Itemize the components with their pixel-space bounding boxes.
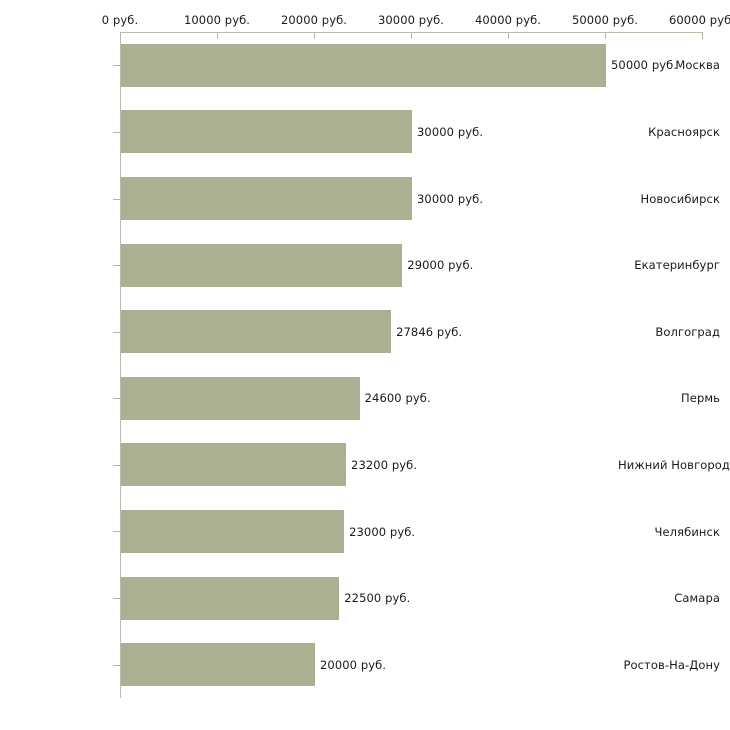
- y-axis-category-label: Красноярск: [648, 124, 720, 139]
- y-axis-category-label: Ростов-На-Дону: [623, 657, 720, 672]
- bar[interactable]: [121, 110, 412, 154]
- bar[interactable]: [121, 243, 403, 287]
- bar[interactable]: [121, 310, 392, 354]
- bar[interactable]: [121, 376, 360, 420]
- x-axis-tick-label: 10000 руб.: [183, 13, 251, 27]
- y-axis-tick: [113, 465, 120, 466]
- x-axis-tick-label: 40000 руб.: [474, 13, 542, 27]
- y-axis-tick: [113, 65, 120, 66]
- bar-value-label: 50000 руб.: [611, 58, 678, 73]
- y-axis-tick: [113, 531, 120, 532]
- bar[interactable]: [121, 510, 345, 553]
- y-axis-tick: [113, 398, 120, 399]
- bar-value-label: 24600 руб.: [364, 391, 431, 406]
- y-axis-tick: [113, 199, 120, 200]
- y-axis-tick: [113, 132, 120, 133]
- y-axis-category-label: Пермь: [681, 391, 720, 406]
- bar[interactable]: [121, 177, 412, 220]
- bar[interactable]: [121, 643, 315, 687]
- bar-value-label: 23000 руб.: [349, 524, 416, 539]
- bar-value-label: 23200 руб.: [351, 457, 418, 472]
- x-axis-tick: [507, 32, 509, 39]
- y-axis-tick: [113, 265, 120, 266]
- bar-value-label: 30000 руб.: [417, 191, 484, 206]
- y-axis-category-label: Нижний Новгород: [618, 457, 730, 472]
- y-axis-category-label: Челябинск: [654, 524, 720, 539]
- y-axis-tick: [113, 598, 120, 599]
- x-axis-tick: [604, 32, 606, 39]
- bar[interactable]: [121, 443, 347, 487]
- y-axis-category-label: Москва: [675, 58, 720, 73]
- y-axis-category-label: Екатеринбург: [634, 258, 720, 273]
- x-axis-tick-label: 20000 руб.: [280, 13, 348, 27]
- y-axis-tick: [113, 332, 120, 333]
- y-axis-tick: [113, 665, 120, 666]
- x-axis-tick: [216, 32, 218, 39]
- y-axis-category-label: Новосибирск: [640, 191, 720, 206]
- x-axis-tick: [410, 32, 412, 39]
- x-axis-tick-label: 50000 руб.: [571, 13, 639, 27]
- x-axis-tick-label: 60000 руб.: [668, 13, 730, 27]
- bar-value-label: 22500 руб.: [344, 591, 411, 606]
- x-axis-tick: [313, 32, 315, 39]
- x-axis-tick: [701, 32, 703, 39]
- bar-value-label: 20000 руб.: [320, 657, 387, 672]
- bar-value-label: 30000 руб.: [417, 124, 484, 139]
- y-axis-category-label: Волгоград: [655, 324, 720, 339]
- y-axis-category-label: Самара: [674, 591, 720, 606]
- bar-value-label: 27846 руб.: [396, 324, 463, 339]
- bar-value-label: 29000 руб.: [407, 258, 474, 273]
- bar[interactable]: [121, 43, 606, 87]
- x-axis-tick-label: 30000 руб.: [377, 13, 445, 27]
- y-axis-line: [120, 32, 121, 698]
- bar[interactable]: [121, 576, 340, 620]
- x-axis-tick-label: 0 руб.: [101, 13, 139, 27]
